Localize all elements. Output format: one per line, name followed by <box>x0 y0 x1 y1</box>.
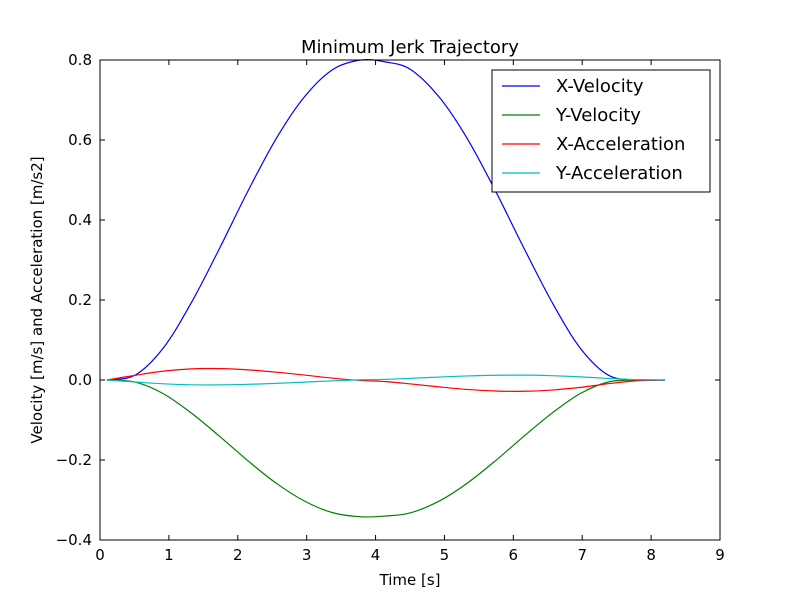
series-line-x-velocity <box>106 58 665 381</box>
y-tick-label: 0.6 <box>68 131 92 149</box>
x-tick-label: 3 <box>302 546 312 564</box>
x-tick-label: 4 <box>371 546 381 564</box>
legend-label: X-Acceleration <box>556 134 685 155</box>
x-tick-label: 2 <box>233 546 243 564</box>
y-tick-label: 0.2 <box>68 291 92 309</box>
series-line-x-acceleration <box>106 367 665 392</box>
x-tick-label: 7 <box>577 546 587 564</box>
plot-area <box>106 58 665 518</box>
x-tick-label: 9 <box>715 546 725 564</box>
y-tick-label: 0.4 <box>68 211 92 229</box>
legend-box <box>491 69 711 193</box>
x-tick-label: 0 <box>95 546 105 564</box>
plot-frame <box>99 59 721 541</box>
legend-label: Y-Velocity <box>555 105 641 126</box>
x-axis: 0 1 2 3 4 5 6 7 8 9 <box>95 60 725 564</box>
x-tick-label: 1 <box>164 546 174 564</box>
y-axis-label: Velocity [m/s] and Acceleration [m/s2] <box>28 156 46 443</box>
x-tick-label: 5 <box>440 546 450 564</box>
legend-label: X-Velocity <box>556 76 644 97</box>
legend: X-Velocity Y-Velocity X-Acceleration Y-Acce… <box>491 69 711 193</box>
y-axis: −0.4 −0.2 0.0 0.2 0.4 0.6 0.8 <box>56 51 720 549</box>
legend-label: Y-Acceleration <box>555 163 683 184</box>
series-line-y-velocity <box>106 379 665 518</box>
y-tick-label: −0.4 <box>56 531 92 549</box>
y-tick-label: 0.0 <box>68 371 92 389</box>
y-tick-label: −0.2 <box>56 451 92 469</box>
chart-title: Minimum Jerk Trajectory <box>301 37 519 58</box>
x-tick-label: 8 <box>646 546 656 564</box>
y-tick-label: 0.8 <box>68 51 92 69</box>
x-axis-label: Time [s] <box>379 571 441 589</box>
x-tick-label: 6 <box>509 546 519 564</box>
series-line-y-acceleration <box>106 374 665 386</box>
